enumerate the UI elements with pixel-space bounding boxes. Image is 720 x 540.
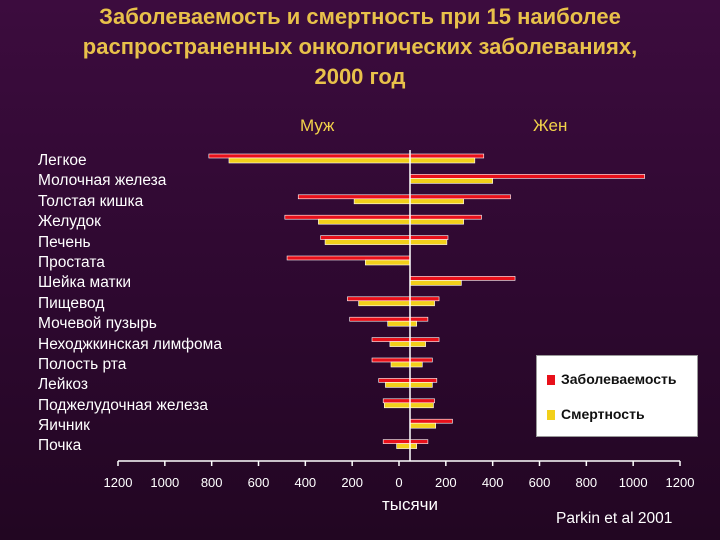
incidence-bar-female — [409, 194, 511, 200]
x-tick-label: 200 — [341, 475, 363, 490]
mortality-bar-male — [396, 443, 411, 449]
mortality-bar-female — [409, 198, 464, 205]
chart-title: Заболеваемость и смертность при 15 наибо… — [0, 2, 720, 92]
incidence-bar-female — [409, 174, 645, 179]
incidence-bar-female — [409, 337, 440, 342]
mortality-bar-female — [409, 361, 423, 368]
mortality-bar-male — [318, 218, 411, 225]
incidence-bar-male — [382, 398, 411, 404]
category-label: Молочная железа — [38, 172, 167, 190]
incidence-bar-female — [409, 153, 485, 159]
x-tick-label: 200 — [435, 475, 457, 490]
x-tick-label: 1000 — [150, 475, 179, 490]
incidence-bar-male — [286, 255, 411, 261]
legend-swatch-mortality — [547, 410, 555, 420]
mortality-bar-female — [409, 300, 435, 307]
legend-item-mortality: Смертность — [547, 406, 645, 422]
category-label: Толстая кишка — [38, 192, 144, 210]
incidence-bar-male — [371, 337, 411, 342]
title-line-2: распространенных онкологических заболева… — [82, 34, 638, 59]
title-line-3: 2000 год — [314, 64, 406, 89]
mortality-bar-male — [358, 300, 411, 307]
mortality-bar-male — [364, 259, 411, 266]
x-tick-label: 400 — [294, 475, 316, 490]
x-tick-label: 800 — [201, 475, 223, 490]
incidence-bar-male — [382, 439, 411, 444]
mortality-bar-female — [409, 443, 418, 449]
source-citation: Parkin et al 2001 — [556, 510, 673, 527]
mortality-bar-female — [409, 239, 448, 245]
incidence-bar-female — [409, 378, 438, 383]
incidence-bar-female — [409, 296, 440, 302]
category-label: Желудок — [38, 213, 101, 231]
mortality-bar-female — [409, 157, 476, 164]
category-label: Яичник — [38, 417, 90, 435]
incidence-bar-female — [409, 214, 482, 220]
incidence-bar-male — [208, 153, 411, 159]
mortality-bar-female — [409, 320, 418, 327]
category-label: Почка — [38, 437, 82, 455]
x-tick-label: 400 — [482, 475, 504, 490]
category-label: Неходжкинская лимфома — [38, 335, 222, 353]
mortality-bar-male — [389, 341, 411, 347]
category-label: Печень — [38, 233, 91, 251]
category-label: Лейкоз — [38, 376, 88, 394]
mortality-bar-male — [387, 320, 411, 327]
title-line-1: Заболеваемость и смертность при 15 наибо… — [99, 4, 621, 29]
x-tick-label: 1200 — [666, 475, 695, 490]
incidence-bar-female — [409, 398, 435, 404]
mortality-bar-male — [383, 402, 411, 409]
mortality-bar-male — [228, 157, 411, 164]
x-tick-label: 0 — [395, 475, 402, 490]
legend-swatch-incidence — [547, 375, 555, 385]
x-axis-title: тысячи — [381, 495, 439, 514]
mortality-bar-female — [409, 341, 426, 347]
incidence-bar-male — [371, 357, 411, 363]
incidence-bar-female — [409, 439, 429, 444]
incidence-bar-male — [320, 235, 411, 240]
incidence-bar-male — [349, 316, 411, 322]
mortality-bar-female — [409, 218, 464, 225]
incidence-bar-female — [409, 357, 433, 363]
category-label: Простата — [38, 253, 105, 271]
incidence-bar-female — [409, 276, 516, 281]
incidence-bar-male — [297, 194, 411, 200]
category-label: Легкое — [38, 152, 87, 169]
mortality-bar-female — [409, 382, 433, 388]
female-side-label: Жен — [533, 116, 568, 135]
mortality-bar-male — [385, 382, 411, 388]
mortality-bar-female — [409, 178, 493, 184]
incidence-bar-male — [347, 296, 411, 302]
legend-label-incidence: Заболеваемость — [561, 371, 677, 387]
x-tick-label: 1200 — [104, 475, 133, 490]
legend-label-mortality: Смертность — [561, 406, 645, 422]
category-label: Мочевой пузырь — [38, 315, 157, 333]
incidence-bar-male — [378, 378, 411, 383]
mortality-bar-female — [409, 402, 434, 409]
mortality-bar-male — [324, 239, 411, 245]
legend: Заболеваемость Смертность — [536, 355, 698, 437]
incidence-bar-male — [284, 214, 411, 220]
x-tick-label: 600 — [248, 475, 270, 490]
legend-item-incidence: Заболеваемость — [547, 371, 677, 387]
mortality-bar-female — [409, 280, 462, 286]
category-label: Поджелудочная железа — [38, 396, 209, 414]
male-side-label: Муж — [300, 116, 335, 135]
category-label: Пищевод — [38, 294, 105, 312]
x-tick-label: 800 — [575, 475, 597, 490]
category-label: Полость рта — [38, 355, 127, 373]
mortality-bar-male — [390, 361, 411, 368]
category-label: Шейка матки — [38, 274, 132, 292]
category-labels: Легкое Молочная железа Толстая кишка Желудо… — [38, 151, 222, 457]
incidence-bar-female — [409, 316, 429, 322]
x-tick-label: 600 — [529, 475, 551, 490]
mortality-bar-female — [409, 422, 437, 429]
x-tick-label: 1000 — [619, 475, 648, 490]
incidence-bar-female — [409, 418, 453, 424]
incidence-bar-female — [409, 235, 449, 240]
mortality-bar-male — [353, 198, 411, 205]
